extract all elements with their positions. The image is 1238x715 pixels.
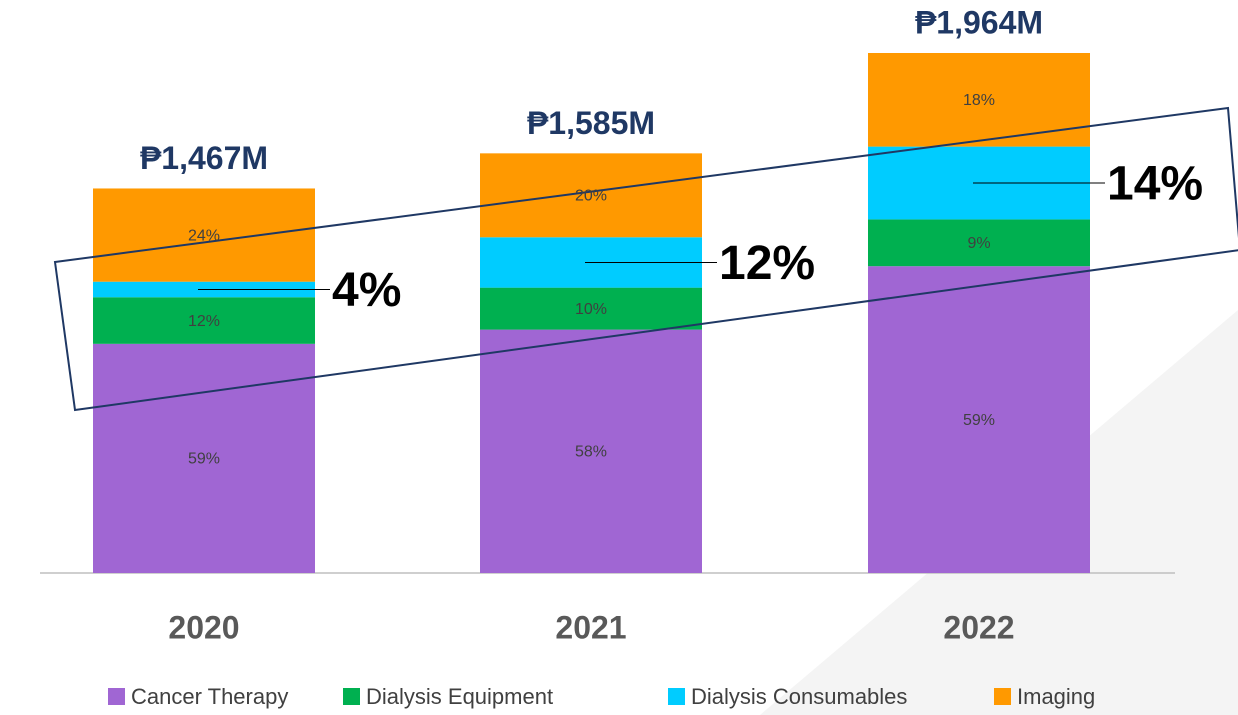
bar-segment xyxy=(480,287,702,330)
legend-label: Dialysis Consumables xyxy=(691,684,907,709)
legend-label: Cancer Therapy xyxy=(131,684,288,709)
legend-swatch xyxy=(994,688,1011,705)
legend-swatch xyxy=(343,688,360,705)
bar-segment xyxy=(868,219,1090,267)
total-label: ₱1,585M xyxy=(527,105,655,141)
total-label: ₱1,964M xyxy=(915,4,1043,40)
segment-label: 12% xyxy=(188,313,220,330)
bar-segment xyxy=(480,153,702,238)
bar-segment xyxy=(93,297,315,344)
segment-label: 58% xyxy=(575,444,607,461)
segment-label: 10% xyxy=(575,301,607,318)
legend-label: Dialysis Equipment xyxy=(366,684,553,709)
legend-swatch xyxy=(668,688,685,705)
labels: 59% 12% 4% 24% ₱1,467M 2020 58% 10% 12% 20% ₱1,585… xyxy=(108,4,1203,709)
callout-label: 14% xyxy=(1107,158,1203,211)
total-label: ₱1,467M xyxy=(140,140,268,176)
bar-segment xyxy=(93,188,315,282)
segment-label: 24% xyxy=(188,227,220,244)
segment-label: 59% xyxy=(188,451,220,468)
callout-label: 12% xyxy=(719,237,815,290)
x-tick-label: 2022 xyxy=(943,609,1014,645)
bar-segment xyxy=(480,329,702,573)
legend-label: Imaging xyxy=(1017,684,1095,709)
legend-swatch xyxy=(108,688,125,705)
bars xyxy=(93,53,1090,573)
segment-label: 18% xyxy=(963,92,995,109)
bar-segment xyxy=(868,266,1090,573)
segment-label: 9% xyxy=(967,235,990,252)
x-tick-label: 2021 xyxy=(555,609,626,645)
segment-label: 59% xyxy=(963,412,995,429)
callout-label: 4% xyxy=(332,264,401,317)
x-tick-label: 2020 xyxy=(168,609,239,645)
highlight-frame xyxy=(53,106,1238,412)
segment-label: 20% xyxy=(575,188,607,205)
